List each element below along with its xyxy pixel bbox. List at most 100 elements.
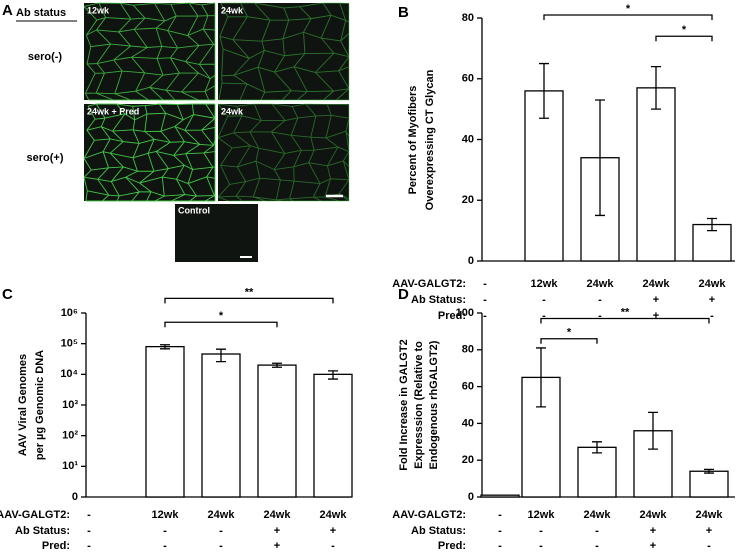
row-label: AAV-GALGT2: bbox=[392, 509, 466, 521]
error-bar bbox=[704, 468, 714, 474]
bar bbox=[480, 494, 520, 498]
row-label: Pred: bbox=[42, 540, 70, 552]
x-tick-label: 24wk bbox=[587, 278, 615, 290]
significance-label: ** bbox=[245, 286, 254, 298]
row-label: AAV-GALGT2: bbox=[392, 278, 466, 290]
y-tick-label: 10¹ bbox=[62, 460, 78, 472]
condition: - bbox=[219, 525, 223, 537]
condition: - bbox=[331, 540, 335, 552]
condition: - bbox=[87, 540, 91, 552]
error-bar bbox=[160, 344, 170, 350]
x-tick-label: - bbox=[87, 509, 91, 521]
cell-outlines bbox=[218, 2, 350, 101]
y-tick-label: 10⁶ bbox=[61, 307, 78, 319]
tile-label: Control bbox=[178, 205, 210, 215]
y-tick-label: 0 bbox=[468, 491, 474, 503]
error-bar bbox=[539, 62, 549, 119]
y-tick-label: 0 bbox=[72, 491, 78, 503]
significance-bracket bbox=[164, 321, 278, 328]
significance-bracket bbox=[543, 14, 713, 20]
heading: Ab status bbox=[16, 7, 66, 19]
y-tick-label: 100 bbox=[456, 307, 474, 319]
condition: - bbox=[498, 525, 502, 537]
x-tick-label: 24wk bbox=[208, 509, 236, 521]
condition: + bbox=[706, 525, 712, 537]
condition: - bbox=[539, 525, 543, 537]
x-tick-label: 24wk bbox=[643, 278, 671, 290]
bar bbox=[201, 353, 241, 498]
error-bar bbox=[707, 217, 717, 232]
tile-label: 24wk bbox=[221, 106, 244, 116]
condition: + bbox=[650, 540, 656, 552]
x-tick-label: 12wk bbox=[531, 278, 559, 290]
bar bbox=[257, 364, 297, 498]
condition: - bbox=[542, 294, 546, 306]
significance-label: * bbox=[682, 24, 687, 36]
x-tick-label: 24wk bbox=[640, 509, 668, 521]
row-label: Ab Status: bbox=[411, 294, 466, 306]
y-tick-label: 60 bbox=[462, 73, 474, 85]
y-tick-label: 60 bbox=[462, 381, 474, 393]
condition: - bbox=[163, 540, 167, 552]
panel-letter: B bbox=[398, 4, 409, 21]
bar bbox=[692, 223, 732, 262]
y-axis-label: Overexpressing CT Glycan bbox=[424, 69, 436, 210]
y-tick-label: 80 bbox=[462, 12, 474, 24]
y-tick-label: 10⁴ bbox=[60, 368, 78, 380]
condition: - bbox=[707, 540, 711, 552]
error-bar bbox=[648, 411, 658, 450]
error-bar bbox=[592, 441, 602, 454]
tile-label: 12wk bbox=[87, 5, 110, 15]
micrograph bbox=[175, 204, 258, 262]
condition: - bbox=[595, 540, 599, 552]
bar bbox=[689, 470, 729, 498]
significance-label: * bbox=[219, 310, 224, 322]
tile-label: 24wk bbox=[221, 5, 244, 15]
row-label: Pred: bbox=[438, 540, 466, 552]
condition: + bbox=[274, 540, 280, 552]
significance-bracket bbox=[164, 297, 334, 304]
y-tick-label: 10² bbox=[62, 430, 78, 442]
panel-letter: D bbox=[398, 286, 409, 303]
bar bbox=[313, 373, 353, 498]
x-tick-label: 24wk bbox=[699, 278, 727, 290]
row-label: Ab Status: bbox=[15, 525, 70, 537]
x-tick-label: - bbox=[498, 509, 502, 521]
condition: - bbox=[598, 294, 602, 306]
row-label: sero(-) bbox=[28, 51, 63, 63]
condition: + bbox=[709, 294, 715, 306]
x-tick-label: 24wk bbox=[584, 509, 612, 521]
bar bbox=[145, 345, 185, 498]
condition: - bbox=[163, 525, 167, 537]
error-bar bbox=[651, 65, 661, 110]
panel-letter: C bbox=[2, 286, 13, 303]
y-tick-label: 80 bbox=[462, 344, 474, 356]
condition: + bbox=[650, 525, 656, 537]
x-tick-label: 12wk bbox=[528, 509, 556, 521]
bar bbox=[577, 446, 617, 498]
condition: + bbox=[330, 525, 336, 537]
y-tick-label: 20 bbox=[462, 194, 474, 206]
condition: - bbox=[595, 525, 599, 537]
significance-bracket bbox=[540, 317, 710, 324]
condition: - bbox=[710, 310, 714, 322]
micrograph bbox=[218, 104, 349, 201]
micrograph bbox=[218, 3, 349, 100]
y-tick-label: 10³ bbox=[62, 399, 78, 411]
error-bar bbox=[216, 348, 226, 363]
y-axis-label: Endogenous rhGALGT2) bbox=[428, 340, 440, 469]
error-bar bbox=[272, 362, 282, 368]
y-axis-label: Expresssion (Relative to bbox=[413, 341, 425, 469]
row-label: AAV-GALGT2: bbox=[0, 509, 70, 521]
x-tick-label: 24wk bbox=[264, 509, 292, 521]
row-label: Pred: bbox=[438, 310, 466, 322]
significance-bracket bbox=[540, 338, 598, 344]
y-axis-label: Fold Increase in GALGT2 bbox=[398, 339, 410, 470]
x-tick-label: 12wk bbox=[152, 509, 180, 521]
y-tick-label: 10⁵ bbox=[61, 338, 78, 350]
cell-outlines bbox=[83, 2, 216, 101]
y-axis-label: AAV Viral Genomes bbox=[17, 354, 29, 456]
condition: + bbox=[653, 310, 659, 322]
condition: - bbox=[598, 310, 602, 322]
